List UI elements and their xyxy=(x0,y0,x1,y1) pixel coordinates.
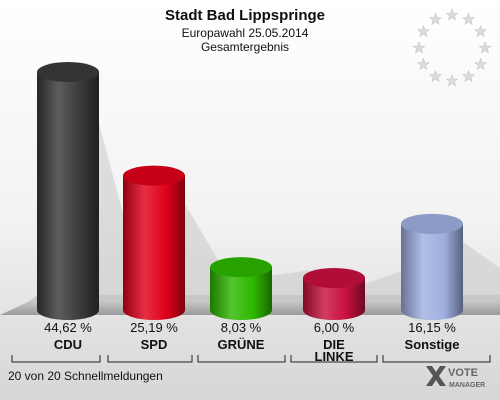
star-icon xyxy=(416,57,430,71)
category-bracket xyxy=(197,355,286,363)
star-icon xyxy=(462,69,475,83)
eu-stars-icon xyxy=(412,8,492,87)
star-icon xyxy=(445,8,459,21)
category-bracket xyxy=(382,355,491,363)
category-label: Sonstige xyxy=(405,337,460,352)
logo-line2: MANAGER xyxy=(449,382,485,389)
bar-3 xyxy=(303,278,365,320)
star-icon xyxy=(428,12,443,26)
value-label: 8,03 % xyxy=(221,320,262,335)
star-icon xyxy=(474,24,488,38)
value-label: 6,00 % xyxy=(314,320,355,335)
value-label: 16,15 % xyxy=(408,320,456,335)
bars-layer xyxy=(37,62,500,320)
chart-title: Stadt Bad Lippspringe xyxy=(165,7,325,24)
vote-manager-logo: VOTE MANAGER xyxy=(426,366,485,389)
bar-shadow xyxy=(452,233,500,302)
star-icon xyxy=(429,69,442,83)
category-label: GRÜNE xyxy=(218,337,265,352)
labels-layer: 44,62 % CDU 25,19 % SPD 8,03 % GRÜNE 6,00 % DIE… xyxy=(11,320,491,364)
star-icon xyxy=(478,41,492,54)
logo-mark-icon xyxy=(426,366,446,386)
bar-4 xyxy=(401,223,463,320)
bar-top-4 xyxy=(401,213,463,234)
bar-top-0 xyxy=(37,62,99,83)
chart-subtitle: Europawahl 25.05.2014 xyxy=(182,26,309,40)
bar-shadow xyxy=(354,270,404,302)
bar-top-2 xyxy=(210,257,272,278)
bar-2 xyxy=(210,267,272,320)
star-icon xyxy=(461,12,476,26)
value-label: 44,62 % xyxy=(44,320,92,335)
category-label: DIE xyxy=(323,337,345,352)
logo-line1: VOTE xyxy=(448,367,478,379)
category-bracket xyxy=(11,355,101,363)
star-icon xyxy=(412,41,426,54)
category-label: SPD xyxy=(141,337,168,352)
bar-top-3 xyxy=(303,268,365,288)
bar-shadow xyxy=(261,270,311,302)
chart-subtitle-2: Gesamtergebnis xyxy=(201,40,289,54)
star-icon xyxy=(445,74,459,87)
bar-1 xyxy=(123,175,185,320)
star-icon xyxy=(474,57,488,71)
star-icon xyxy=(416,24,430,38)
category-bracket xyxy=(107,355,193,363)
category-label: LINKE xyxy=(315,349,354,364)
value-label: 25,19 % xyxy=(130,320,178,335)
footer-text: 20 von 20 Schnellmeldungen xyxy=(8,369,163,383)
category-label: CDU xyxy=(54,337,82,352)
bar-0 xyxy=(37,72,99,320)
bar-top-1 xyxy=(123,165,185,186)
category-bracket xyxy=(290,355,378,363)
